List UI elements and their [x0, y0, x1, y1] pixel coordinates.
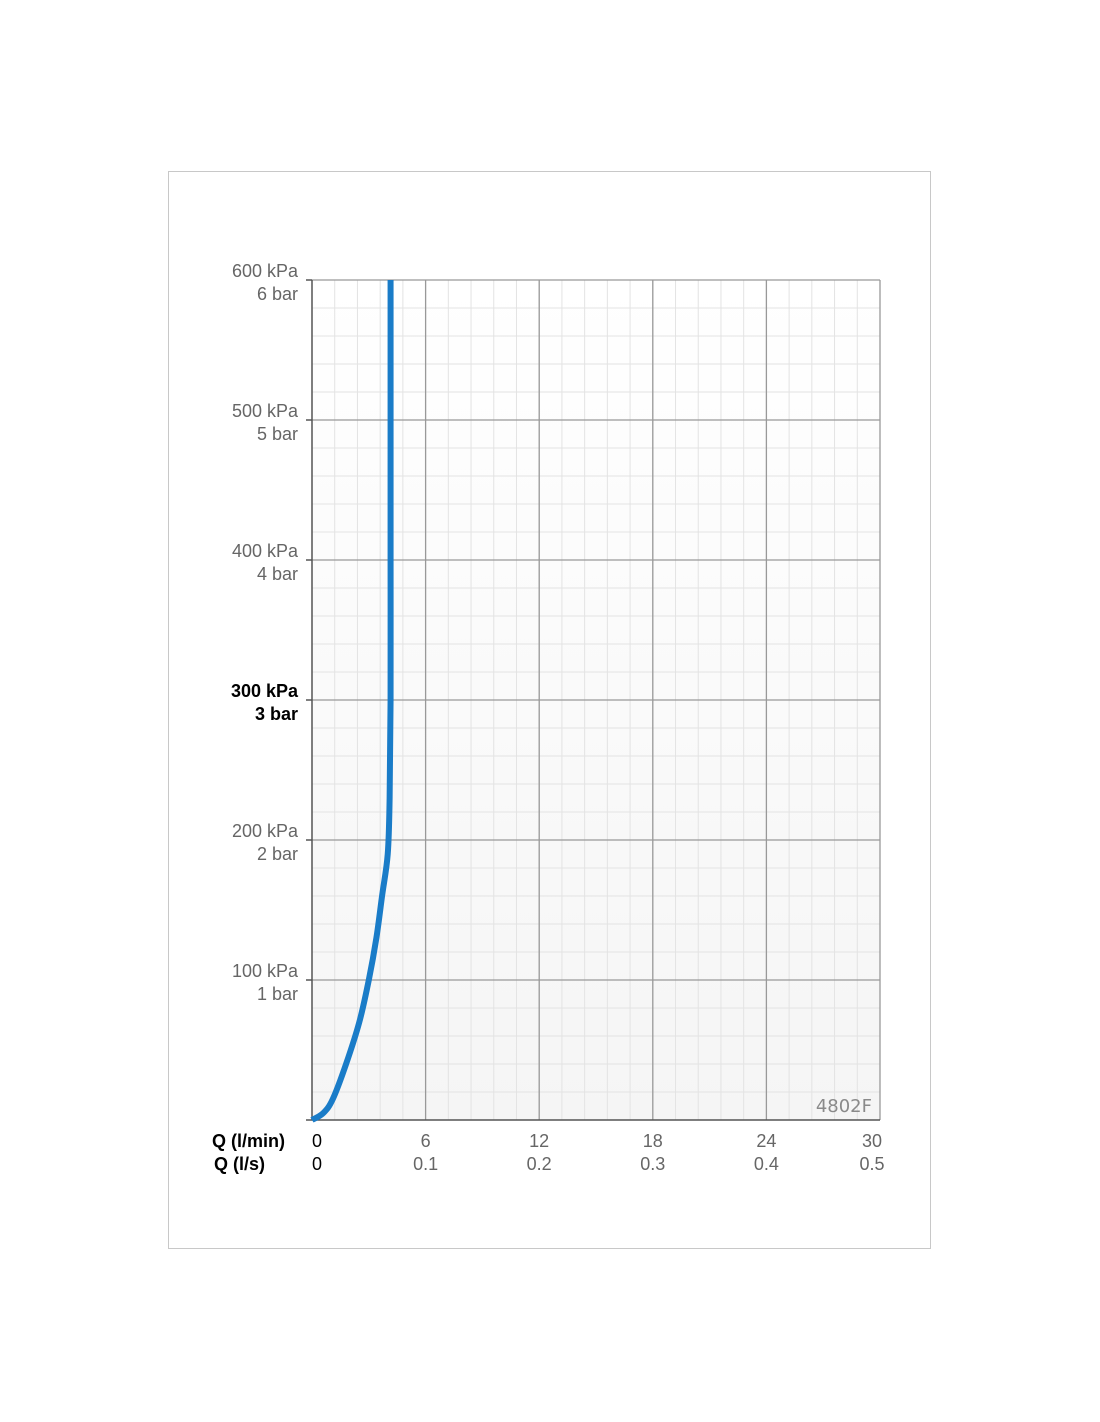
x-tick-label-primary: 6 [421, 1131, 431, 1151]
x-tick-label-secondary: 0.3 [640, 1154, 665, 1174]
x-tick-label-secondary: 0.5 [859, 1154, 884, 1174]
x-tick-label-primary: 24 [756, 1131, 776, 1151]
x-axis-title-primary: Q (l/min) [212, 1131, 285, 1151]
x-axis-labels: 0 0 6 0.1 12 0.2 18 0.3 24 0.4 30 0.5 [312, 1131, 885, 1174]
y-tick-label-kpa: 600 kPa [232, 261, 299, 281]
model-code: 4802F [816, 1096, 872, 1117]
chart-frame [168, 171, 931, 1249]
x-tick-label-secondary: 0 [312, 1154, 322, 1174]
y-tick-label-bar: 6 bar [257, 284, 298, 304]
y-tick-label-bar: 3 bar [255, 704, 298, 724]
x-tick-label-primary: 0 [312, 1131, 322, 1151]
x-tick-label-secondary: 0.1 [413, 1154, 438, 1174]
y-tick-label-kpa: 300 kPa [231, 681, 299, 701]
major-grid [312, 279, 881, 1120]
y-tick-label-kpa: 400 kPa [232, 541, 299, 561]
axes [306, 279, 880, 1121]
y-tick-label-kpa: 200 kPa [232, 821, 299, 841]
y-tick-label-bar: 4 bar [257, 564, 298, 584]
x-tick-label-secondary: 0.2 [527, 1154, 552, 1174]
x-tick-label-primary: 12 [529, 1131, 549, 1151]
x-tick-label-primary: 30 [862, 1131, 882, 1151]
y-tick-label-kpa: 500 kPa [232, 401, 299, 421]
x-tick-label-secondary: 0.4 [754, 1154, 779, 1174]
x-tick-label-primary: 18 [643, 1131, 663, 1151]
y-tick-label-kpa: 100 kPa [232, 961, 299, 981]
y-tick-label-bar: 2 bar [257, 844, 298, 864]
x-axis-title-secondary: Q (l/s) [214, 1154, 265, 1174]
series-line [310, 280, 394, 1123]
y-tick-label-bar: 1 bar [257, 984, 298, 1004]
y-tick-label-bar: 5 bar [257, 424, 298, 444]
series-group [310, 280, 394, 1123]
y-axis-labels: 100 kPa 1 bar 200 kPa 2 bar 300 kPa 3 bar 400 … [231, 261, 299, 1004]
